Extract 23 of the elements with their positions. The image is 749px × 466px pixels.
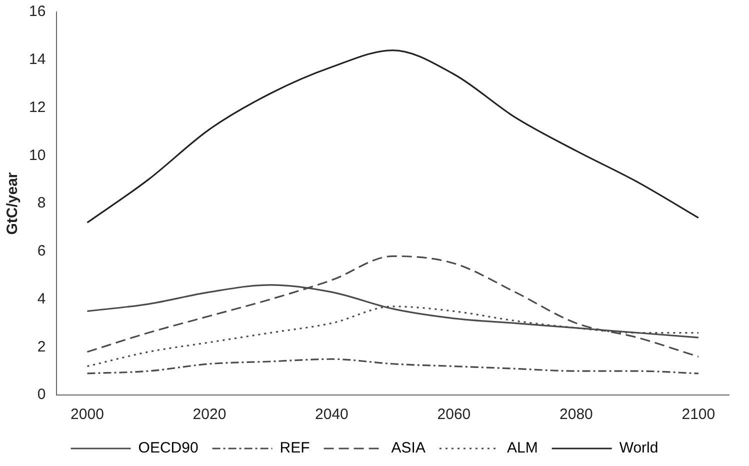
line-series xyxy=(86,50,700,224)
y-axis-title: GtC/year xyxy=(4,172,22,235)
legend-label: ALM xyxy=(506,440,538,457)
y-tick-label: 12 xyxy=(28,98,46,116)
x-tick-label: 2020 xyxy=(192,406,226,424)
x-tick-label: 2040 xyxy=(315,406,348,424)
x-tick-label: 2000 xyxy=(70,406,104,424)
x-tick-label: 2080 xyxy=(560,406,593,424)
line-series xyxy=(86,358,700,374)
y-tick-label: 10 xyxy=(28,146,46,164)
y-tick-label: 6 xyxy=(37,242,46,260)
y-tick-label: 4 xyxy=(37,290,46,308)
legend-label: ASIA xyxy=(391,440,426,457)
y-tick-label: 0 xyxy=(37,386,46,404)
legend-label: REF xyxy=(280,440,310,457)
x-tick-label: 2100 xyxy=(682,406,716,424)
y-tick-label: 2 xyxy=(37,338,46,356)
legend-label: World xyxy=(619,440,658,457)
y-tick-label: 16 xyxy=(28,3,46,20)
y-tick-label: 8 xyxy=(37,194,46,212)
y-tick-label: 14 xyxy=(28,51,46,68)
legend-label: OECD90 xyxy=(138,440,198,457)
x-tick-label: 2060 xyxy=(437,406,471,424)
